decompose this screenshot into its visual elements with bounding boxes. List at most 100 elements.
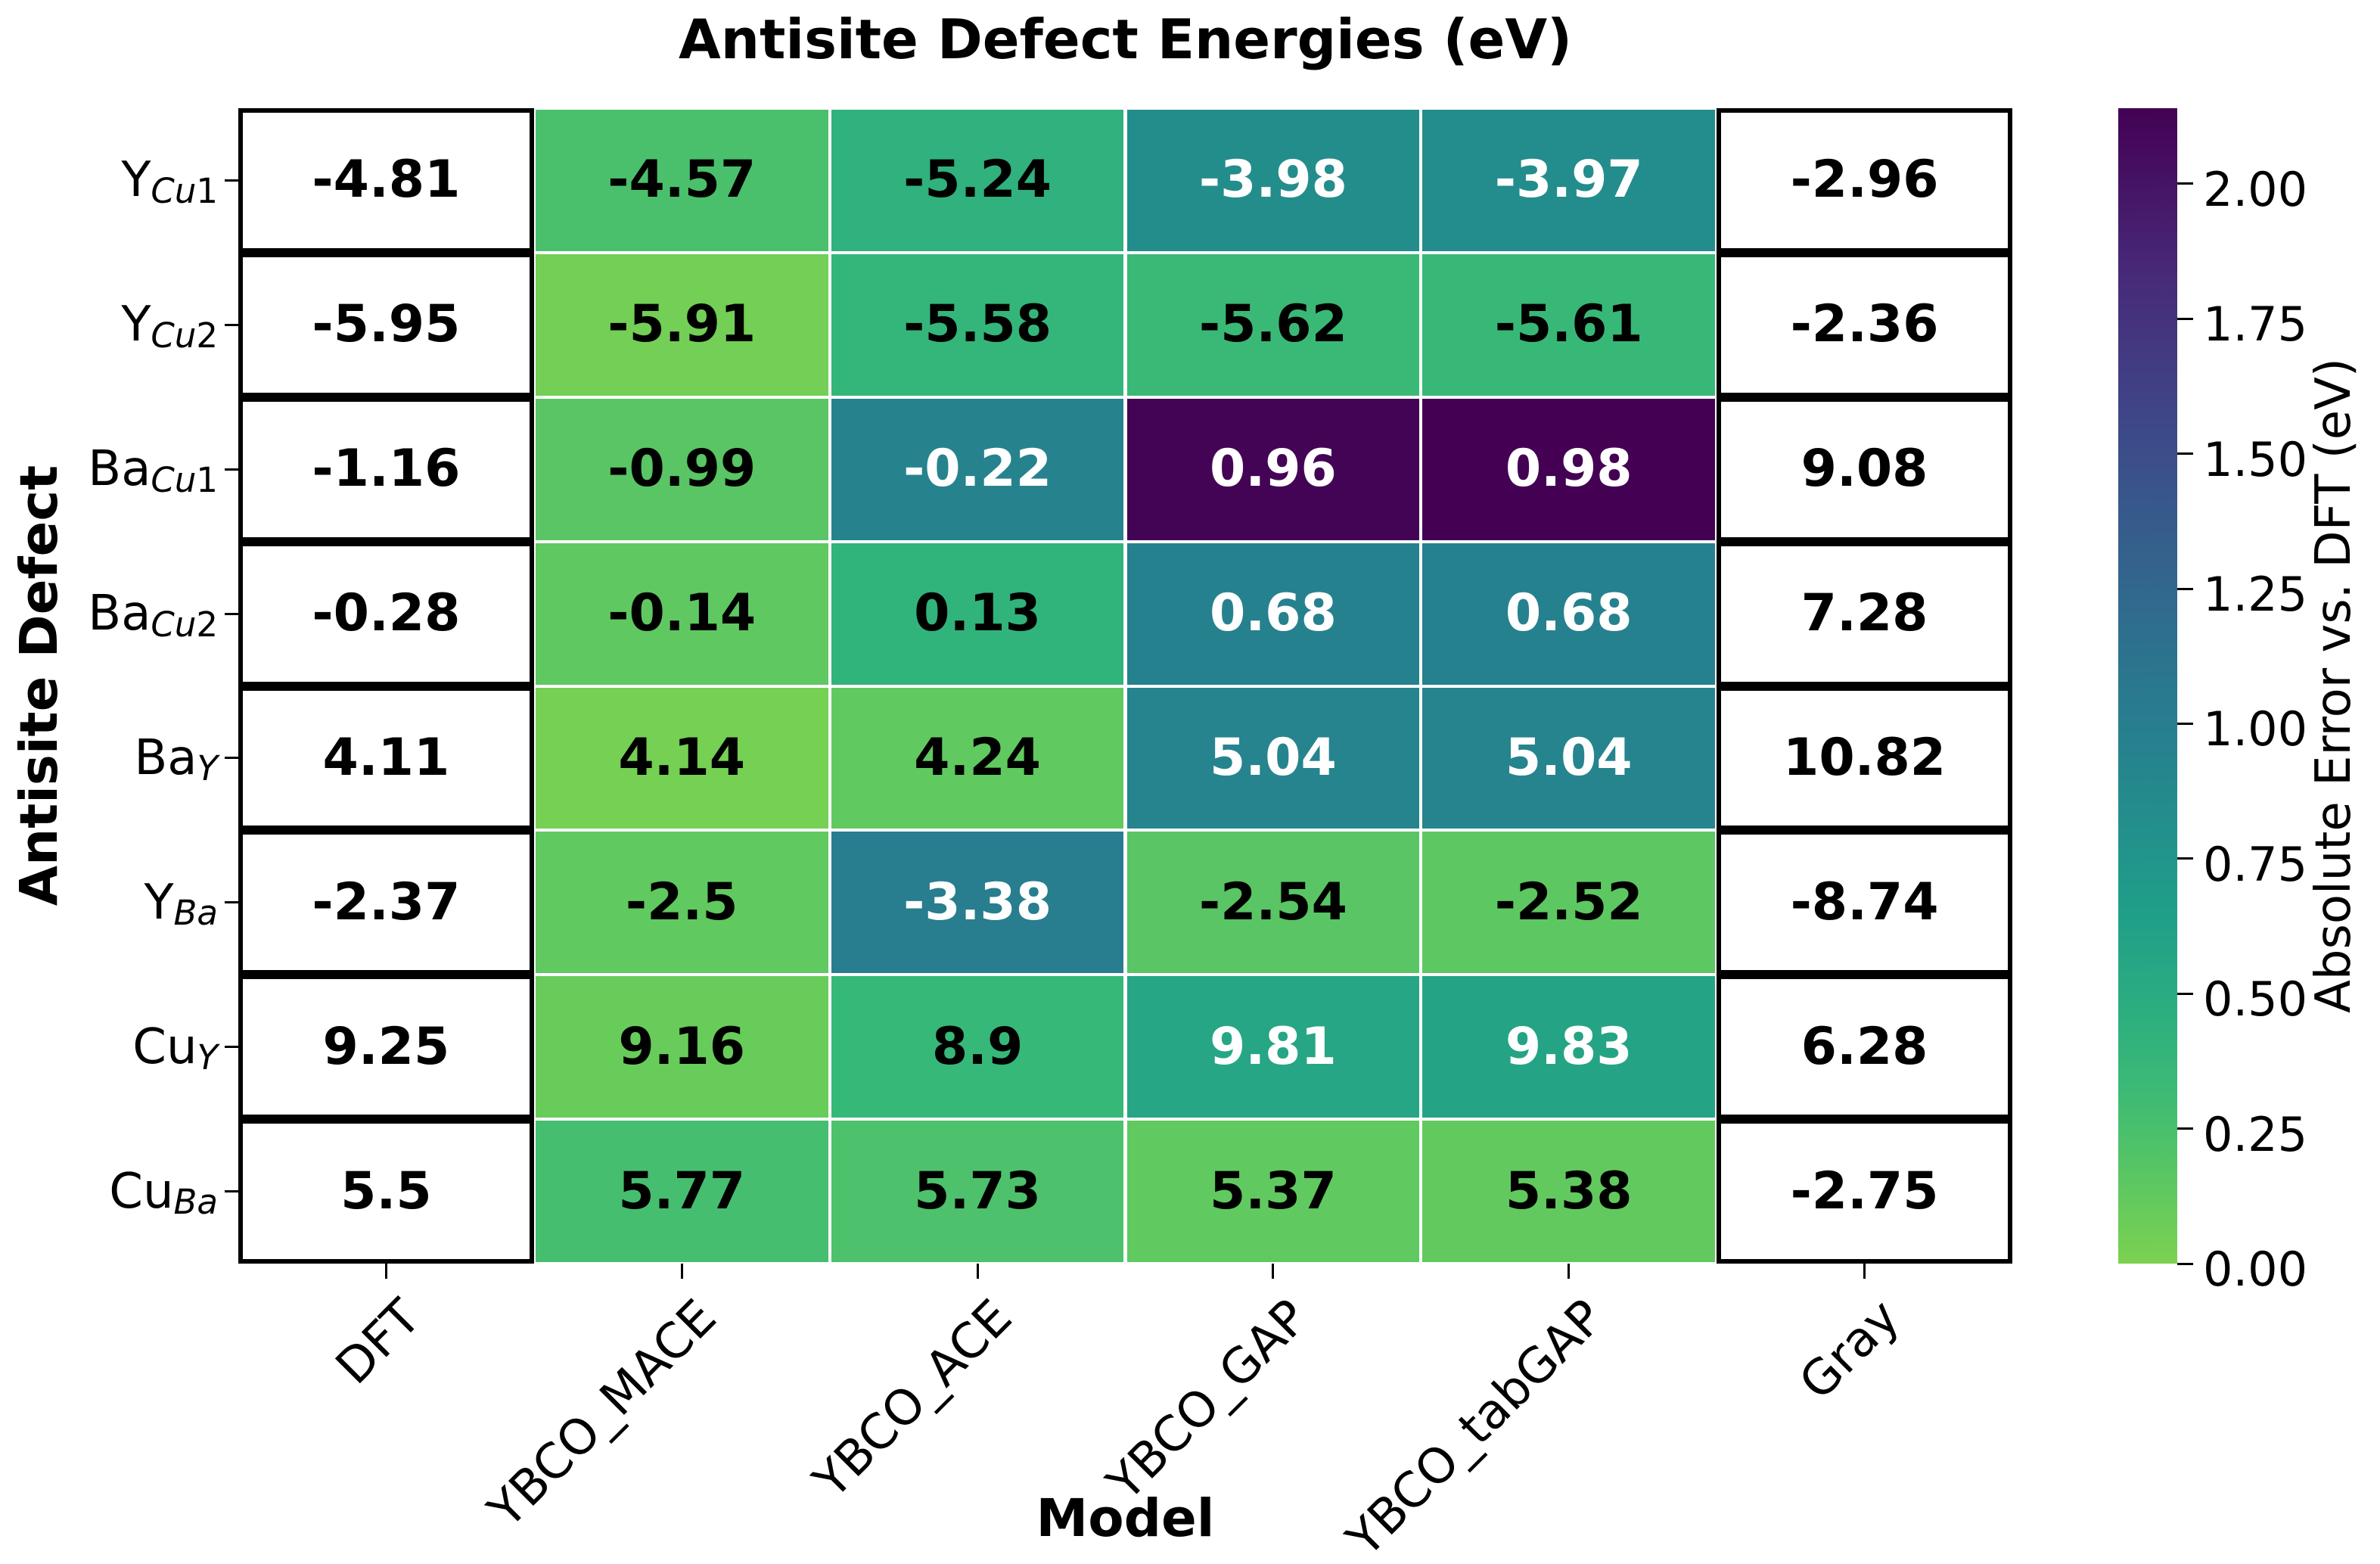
row-label-base: Ba [88,441,151,498]
colorbar-tick [2177,587,2193,590]
colorbar-tick [2177,722,2193,725]
cell-value: -5.24 [903,150,1052,210]
cell-value: -0.22 [903,439,1052,499]
cell-value: -8.74 [1790,872,1939,932]
colorbar [2118,108,2177,1264]
colorbar-tick-label: 0.25 [2203,1106,2308,1162]
heatmap-cell: 5.04 [1422,687,1716,829]
cell-value: 5.38 [1505,1161,1633,1221]
y-axis-tick [225,468,238,471]
heatmap-cell: -2.96 [1717,108,2012,253]
row-label-subscript: Ba [173,1182,218,1223]
heatmap-cell: -5.58 [831,253,1124,396]
cell-value: 5.04 [1210,727,1337,788]
y-tick-label: Y Cu2 [0,253,218,397]
heatmap-cell: -8.74 [1717,830,2012,975]
heatmap-cell: -2.36 [1717,252,2012,397]
cell-value: 5.37 [1210,1161,1337,1221]
x-axis-tick [1568,1264,1571,1279]
heatmap-cell: -0.14 [535,543,828,685]
cell-value: -2.37 [312,872,461,932]
heatmap-cell: 0.68 [1422,543,1716,685]
cell-value: -5.58 [903,294,1052,355]
row-label-subscript: Y [197,1037,219,1078]
colorbar-tick-label: 0.00 [2203,1242,2308,1297]
x-tick-label: YBCO_ACE [803,1289,1024,1510]
heatmap-cell: -0.99 [535,398,828,540]
cell-value: -1.16 [312,439,461,499]
heatmap-cell: 6.28 [1717,975,2012,1120]
cell-value: -5.91 [607,294,757,355]
heatmap-cell: 7.28 [1717,541,2012,686]
x-tick-label: DFT [325,1289,432,1396]
cell-value: -0.99 [607,439,757,499]
heatmap-cell: -5.91 [535,253,828,396]
y-axis-tick [225,901,238,904]
cell-value: 4.11 [322,727,450,788]
row-label-base: Y [121,152,151,209]
colorbar-tick [2177,857,2193,860]
heatmap-cell: -2.75 [1717,1119,2012,1264]
cell-value: 0.68 [1505,583,1633,644]
row-label-base: Cu [109,1163,174,1220]
cell-value: -2.54 [1198,872,1347,932]
cell-value: 9.08 [1801,439,1928,499]
x-axis-tick [1863,1264,1866,1279]
heatmap-cell: -0.22 [831,398,1124,540]
cell-value: 6.28 [1801,1016,1928,1077]
heatmap-cell: 0.98 [1422,398,1716,540]
heatmap-cell: 9.81 [1126,976,1420,1118]
heatmap-cell: 0.96 [1126,398,1420,540]
colorbar-tick-label: 0.75 [2203,836,2308,892]
heatmap-cell: -3.38 [831,832,1124,974]
x-axis-label: Model [1036,1488,1215,1549]
heatmap-cell: 4.24 [831,687,1124,829]
cell-value: -0.14 [607,583,757,644]
heatmap-cell: -2.5 [535,832,828,974]
colorbar-tick [2177,452,2193,456]
cell-value: 0.68 [1210,583,1337,644]
row-label-base: Cu [132,1018,197,1075]
heatmap-cell: -1.16 [238,396,534,542]
y-tick-label: Ba Cu2 [0,542,218,686]
y-axis-tick [225,1046,238,1049]
heatmap-cell: -5.61 [1422,253,1716,396]
y-tick-label: Cu Ba [0,1119,218,1264]
colorbar-tick-label: 1.00 [2203,701,2308,757]
cell-value: -3.38 [903,872,1052,932]
heatmap-cell: 0.68 [1126,543,1420,685]
colorbar-tick-label: 1.75 [2203,297,2308,353]
heatmap-cell: 9.83 [1422,976,1716,1118]
cell-value: -5.95 [312,294,461,355]
colorbar-tick [2177,182,2193,185]
cell-value: 5.77 [618,1161,746,1221]
y-tick-label: Y Ba [0,830,218,975]
heatmap-cell: -3.98 [1126,110,1420,251]
x-axis-tick [680,1264,683,1279]
cell-value: 7.28 [1801,583,1928,644]
row-label-subscript: Cu2 [151,604,218,645]
colorbar-tick [2177,317,2193,320]
y-tick-label: Y Cu1 [0,108,218,253]
heatmap-cell: -5.24 [831,110,1124,251]
colorbar-label: Absolute Error vs. DFT (eV) [2306,358,2362,1013]
cell-value: 0.13 [914,583,1041,644]
colorbar-tick-label: 2.00 [2203,161,2308,217]
cell-value: 10.82 [1783,727,1947,788]
heatmap-cell: -2.37 [238,830,534,975]
row-label-subscript: Cu1 [151,459,218,500]
cell-value: 9.81 [1210,1016,1337,1077]
row-label-subscript: Ba [173,893,218,934]
cell-value: 4.24 [914,727,1041,788]
cell-value: -0.28 [312,583,461,644]
cell-value: -3.98 [1198,150,1347,210]
heatmap-cell: -5.95 [238,252,534,397]
x-axis-tick [1272,1264,1275,1279]
heatmap-cell: 5.38 [1422,1121,1716,1262]
heatmap-cell: -4.81 [238,108,534,253]
cell-value: -2.5 [625,872,738,932]
heatmap-cell: 5.77 [535,1121,828,1262]
y-axis-tick [225,612,238,615]
heatmap-cell: 10.82 [1717,686,2012,831]
